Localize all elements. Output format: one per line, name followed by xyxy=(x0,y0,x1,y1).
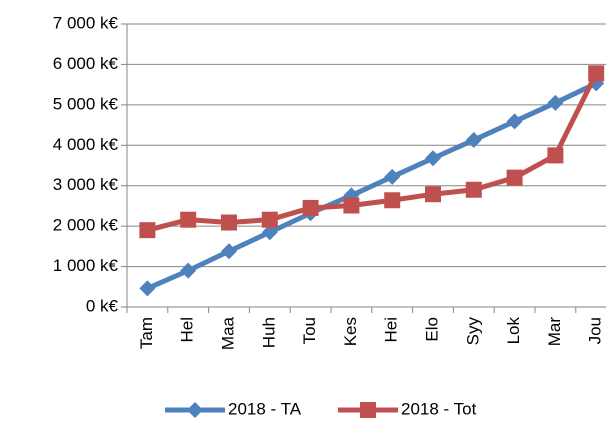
marker xyxy=(221,214,237,231)
y-tick-label: 0 k€ xyxy=(86,296,119,315)
x-tick-label: Jou xyxy=(586,317,605,344)
marker xyxy=(384,168,401,185)
marker xyxy=(139,222,156,239)
marker xyxy=(425,150,441,167)
x-tick-label: Elo xyxy=(422,317,441,342)
y-tick-label: 5 000 k€ xyxy=(53,94,119,113)
y-tick-label: 6 000 k€ xyxy=(53,54,119,73)
marker xyxy=(261,211,278,228)
x-tick-label: Hei xyxy=(382,317,401,343)
marker xyxy=(302,199,319,216)
marker xyxy=(506,113,523,130)
x-tick-label: Kes xyxy=(341,317,360,346)
y-tick-label: 1 000 k€ xyxy=(53,256,119,275)
x-tick-label: Syy xyxy=(463,317,482,346)
marker xyxy=(506,169,523,186)
marker xyxy=(465,181,482,198)
x-tick-label: Tou xyxy=(300,317,319,344)
x-tick-label: Maa xyxy=(218,316,237,350)
marker xyxy=(465,132,482,149)
y-tick-label: 4 000 k€ xyxy=(53,135,119,154)
x-tick-label: Huh xyxy=(259,317,278,348)
marker xyxy=(261,224,278,241)
marker xyxy=(547,94,564,111)
series-line xyxy=(146,81,598,291)
x-tick-label: Tam xyxy=(137,317,156,349)
legend-marker xyxy=(187,402,203,418)
y-tick-label: 2 000 k€ xyxy=(53,216,119,235)
marker xyxy=(343,197,360,214)
marker xyxy=(139,280,156,297)
marker xyxy=(180,211,197,228)
x-tick-label: Mar xyxy=(545,317,564,347)
legend-label: 2018 - Tot xyxy=(401,399,477,418)
legend-label: 2018 - TA xyxy=(228,399,302,418)
marker xyxy=(180,262,197,279)
marker xyxy=(384,192,401,209)
marker xyxy=(588,65,605,82)
legend-marker xyxy=(360,402,376,418)
x-tick-label: Hel xyxy=(178,317,197,343)
series-line xyxy=(146,72,599,233)
y-tick-label: 3 000 k€ xyxy=(53,175,119,194)
x-tick-label: Lok xyxy=(504,317,523,345)
marker xyxy=(221,243,237,260)
marker xyxy=(547,147,564,164)
y-tick-label: 7 000 k€ xyxy=(53,13,119,32)
marker xyxy=(425,186,441,203)
